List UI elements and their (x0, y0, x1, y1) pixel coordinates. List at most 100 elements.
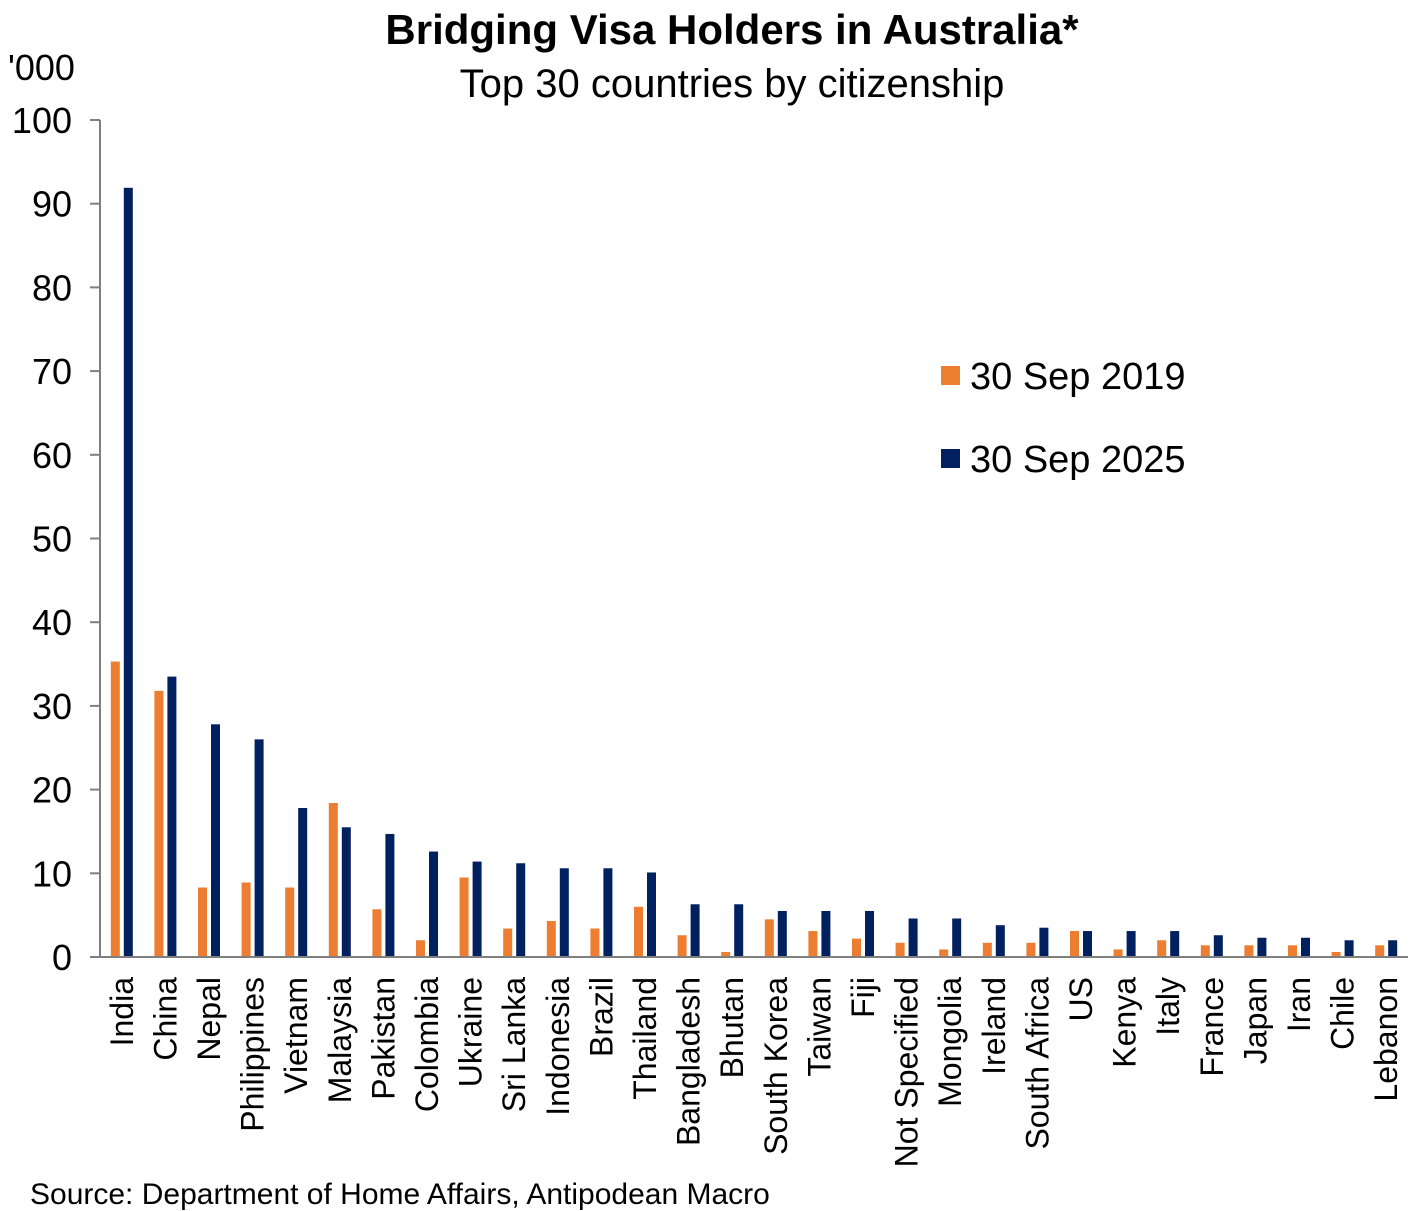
x-tick-label: Colombia (409, 977, 445, 1112)
x-tick-label: Taiwan (801, 977, 837, 1077)
y-axis-unit-label: '000 (8, 47, 75, 88)
bar-chile-2019 (1331, 951, 1341, 957)
x-tick-label: Sri Lanka (496, 977, 532, 1112)
bar-lebanon-2019 (1375, 945, 1385, 957)
bar-south-korea-2025 (777, 910, 787, 957)
x-tick-label: Ireland (976, 977, 1012, 1075)
bar-south-africa-2019 (1026, 942, 1036, 957)
bar-italy-2025 (1170, 931, 1180, 957)
x-tick-label: Philippines (235, 977, 271, 1132)
legend-swatch (941, 366, 960, 385)
bar-ukraine-2025 (472, 861, 482, 957)
bar-indonesia-2019 (546, 921, 556, 957)
bar-mongolia-2025 (952, 918, 962, 957)
chart-subtitle: Top 30 countries by citizenship (460, 62, 1005, 106)
chart-title: Bridging Visa Holders in Australia* (385, 6, 1079, 53)
bar-brazil-2019 (590, 928, 600, 957)
y-tick-label: 90 (32, 184, 72, 225)
x-tick-label: Italy (1150, 977, 1186, 1036)
bar-sri-lanka-2025 (516, 863, 526, 957)
bar-bhutan-2025 (734, 904, 744, 957)
bar-ireland-2025 (995, 925, 1005, 957)
legend-label: 30 Sep 2025 (970, 439, 1186, 481)
bar-india-2019 (110, 661, 120, 957)
bar-kenya-2025 (1126, 931, 1136, 957)
x-tick-label: Not Specified (889, 977, 925, 1167)
y-tick-label: 50 (32, 519, 72, 560)
bar-iran-2019 (1288, 945, 1297, 957)
y-tick-label: 20 (32, 770, 72, 811)
bar-fiji-2019 (852, 938, 861, 957)
bar-india-2025 (123, 187, 133, 957)
x-tick-label: Iran (1281, 977, 1317, 1032)
bar-philippines-2019 (241, 882, 251, 957)
y-tick-label: 60 (32, 435, 72, 476)
bar-colombia-2025 (429, 851, 438, 957)
x-tick-label: Indonesia (540, 977, 576, 1116)
x-tick-label: Bhutan (714, 977, 750, 1078)
bar-philippines-2025 (254, 739, 264, 957)
bar-fiji-2025 (865, 910, 874, 957)
x-tick-label: Thailand (627, 977, 663, 1100)
bar-lebanon-2025 (1388, 940, 1398, 957)
bar-japan-2025 (1257, 937, 1267, 957)
x-tick-label: Bangladesh (671, 977, 707, 1146)
legend: 30 Sep 2019 30 Sep 2025 (941, 356, 1186, 481)
legend-swatch (941, 449, 960, 468)
x-tick-label: Ukraine (453, 977, 489, 1087)
x-tick-label: US (1063, 977, 1099, 1021)
bar-sri-lanka-2019 (503, 928, 513, 957)
bar-brazil-2025 (603, 868, 613, 957)
bar-china-2025 (167, 676, 177, 957)
x-tick-label: Brazil (583, 977, 619, 1057)
bar-kenya-2019 (1113, 949, 1123, 957)
bar-ireland-2019 (982, 942, 992, 957)
x-tick-label: Mongolia (932, 977, 968, 1107)
bar-iran-2025 (1301, 937, 1310, 957)
y-tick-label: 40 (32, 602, 72, 643)
bar-japan-2019 (1244, 945, 1254, 957)
bar-not-specified-2019 (895, 942, 905, 957)
x-tick-label: China (147, 977, 183, 1061)
bar-pakistan-2025 (385, 833, 395, 957)
bar-france-2019 (1200, 945, 1210, 957)
bar-south-korea-2019 (764, 919, 774, 957)
bar-china-2019 (154, 690, 164, 957)
bar-colombia-2019 (416, 940, 425, 957)
bar-vietnam-2025 (298, 808, 308, 957)
bar-ukraine-2019 (459, 877, 469, 957)
bar-vietnam-2019 (285, 887, 295, 957)
bar-bangladesh-2025 (690, 904, 700, 957)
y-tick-label: 80 (32, 267, 72, 308)
bar-malaysia-2019 (328, 802, 338, 957)
y-tick-label: 0 (52, 937, 72, 978)
y-tick-label: 100 (12, 100, 72, 141)
bar-mongolia-2019 (939, 949, 949, 957)
bar-thailand-2025 (647, 872, 656, 957)
y-tick-label: 70 (32, 351, 72, 392)
x-tick-label: Fiji (845, 977, 881, 1018)
source-note: Source: Department of Home Affairs, Anti… (30, 1178, 770, 1211)
y-axis: 0 10 20 30 40 50 60 70 80 90 100 (12, 100, 101, 978)
bar-us-2025 (1083, 931, 1092, 957)
x-tick-label: Vietnam (278, 977, 314, 1094)
bar-malaysia-2025 (341, 827, 351, 957)
x-tick-label: South Africa (1019, 977, 1055, 1150)
x-tick-label: Kenya (1107, 977, 1143, 1068)
bar-bangladesh-2019 (677, 935, 687, 957)
bar-indonesia-2025 (559, 868, 569, 957)
x-tick-label: Japan (1237, 977, 1273, 1064)
bar-taiwan-2019 (808, 931, 818, 957)
x-tick-label: Lebanon (1368, 977, 1404, 1102)
bar-bhutan-2019 (721, 951, 731, 957)
x-tick-label: Pakistan (365, 977, 401, 1100)
x-tick-label: Malaysia (322, 977, 358, 1103)
bar-taiwan-2025 (821, 910, 831, 957)
bar-us-2019 (1070, 931, 1079, 957)
x-tick-label: Chile (1325, 977, 1361, 1050)
bar-pakistan-2019 (372, 909, 382, 957)
bar-chile-2025 (1344, 940, 1354, 957)
bar-france-2025 (1213, 935, 1223, 957)
x-tick-label: India (104, 977, 140, 1047)
